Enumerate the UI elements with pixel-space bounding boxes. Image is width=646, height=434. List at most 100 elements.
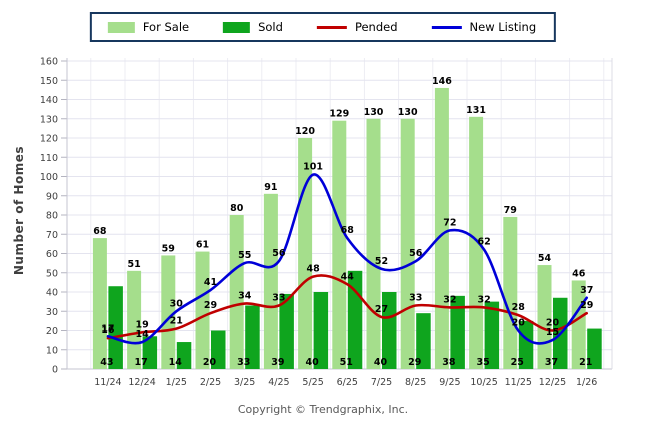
x-tick-label: 7/25: [371, 377, 392, 388]
for-sale-bar: [195, 251, 210, 369]
pended-value-label: 33: [409, 292, 422, 303]
for-sale-bar: [298, 138, 313, 369]
sold-value-label: 33: [237, 357, 250, 368]
pended-value-label: 28: [512, 302, 526, 313]
pended-value-label: 33: [272, 292, 285, 303]
y-tick-label: 40: [46, 288, 58, 299]
sold-value-label: 17: [134, 357, 147, 368]
new-listing-value-label: 56: [409, 248, 423, 259]
bars: [92, 87, 602, 369]
new-listing-value-label: 62: [477, 237, 490, 248]
sold-value-label: 43: [100, 357, 113, 368]
x-tick-label: 5/25: [302, 377, 323, 388]
for-sale-bar: [92, 238, 107, 369]
new-listing-value-label: 68: [341, 225, 355, 236]
sold-bar: [108, 286, 123, 369]
x-tick-label: 12/25: [539, 377, 566, 388]
sold-bar: [450, 295, 465, 369]
sold-value-label: 21: [579, 357, 592, 368]
legend-label-sold: Sold: [258, 20, 283, 34]
sold-bar: [245, 305, 260, 369]
y-tick-label: 30: [46, 307, 58, 318]
y-tick-label: 80: [46, 211, 58, 222]
legend-label-pended: Pended: [354, 20, 398, 34]
sold-value-label: 40: [374, 357, 388, 368]
x-tick-label: 3/25: [234, 377, 255, 388]
x-tick-label: 4/25: [268, 377, 289, 388]
sold-bar: [382, 292, 397, 369]
y-tick-label: 70: [46, 230, 58, 241]
new-listing-line: [106, 173, 588, 345]
x-tick-label: 8/25: [405, 377, 426, 388]
legend-item-new-listing: New Listing: [431, 20, 537, 34]
new-listing-value-label: 15: [546, 327, 559, 338]
for-sale-value-label: 131: [466, 105, 486, 116]
for-sale-value-label: 120: [295, 126, 315, 137]
pended-value-label: 34: [238, 291, 252, 302]
for-sale-value-label: 130: [398, 107, 418, 118]
for-sale-value-label: 51: [127, 259, 140, 270]
y-tick-label: 100: [40, 172, 58, 183]
for-sale-bar: [434, 87, 449, 369]
for-sale-value-label: 59: [162, 243, 175, 254]
x-tick-label: 12/24: [128, 377, 155, 388]
for-sale-value-label: 129: [329, 109, 349, 120]
x-tick-label: 2/25: [200, 377, 221, 388]
new-listing-value-label: 52: [375, 256, 388, 267]
sold-value-label: 20: [203, 357, 217, 368]
sold-value-label: 25: [511, 357, 524, 368]
copyright-text: Copyright © Trendgraphix, Inc.: [237, 403, 409, 416]
sold-swatch-icon: [223, 21, 251, 33]
pended-value-label: 32: [477, 294, 490, 305]
pended-value-label: 27: [375, 304, 388, 315]
x-tick-label: 1/26: [576, 377, 597, 388]
sold-value-label: 35: [476, 357, 489, 368]
pended-value-label: 29: [204, 300, 217, 311]
new-listing-value-label: 20: [512, 318, 526, 329]
for-sale-value-label: 79: [504, 205, 517, 216]
sold-bar: [416, 313, 431, 369]
lines: [106, 173, 588, 345]
sold-value-label: 40: [305, 357, 319, 368]
sold-bar: [484, 301, 500, 369]
y-tick-label: 20: [46, 326, 58, 337]
x-tick-label: 1/25: [166, 377, 187, 388]
sold-value-label: 37: [545, 357, 558, 368]
for-sale-bar: [127, 270, 142, 369]
for-sale-value-label: 46: [572, 268, 586, 279]
legend-label-for-sale: For Sale: [142, 20, 190, 34]
y-tick-label: 90: [46, 191, 58, 202]
for-sale-value-label: 80: [230, 203, 244, 214]
legend-item-sold: Sold: [223, 20, 283, 34]
y-tick-label: 140: [40, 95, 58, 106]
y-tick-label: 150: [40, 76, 58, 87]
x-tick-label: 9/25: [439, 377, 460, 388]
for-sale-bar: [400, 118, 415, 369]
axis-labels: 0 10 20 30 40 50 60 70 80 90 100 110 120 130 140 150 160…: [40, 57, 598, 389]
legend-label-new-listing: New Listing: [469, 20, 537, 34]
y-tick-label: 0: [52, 365, 58, 376]
new-listing-value-label: 37: [580, 285, 593, 296]
for-sale-bar: [503, 216, 518, 369]
pended-value-label: 19: [135, 319, 148, 330]
for-sale-value-label: 130: [364, 107, 384, 118]
sold-value-label: 14: [169, 357, 183, 368]
pended-value-label: 48: [306, 264, 320, 275]
for-sale-value-label: 68: [93, 226, 107, 237]
x-tick-label: 11/24: [94, 377, 121, 388]
new-listing-value-label: 101: [303, 162, 323, 173]
pended-value-label: 20: [546, 318, 560, 329]
for-sale-value-label: 146: [432, 76, 452, 87]
sold-bar: [142, 336, 158, 369]
new-listing-value-label: 41: [204, 277, 217, 288]
new-listing-value-label: 56: [272, 248, 286, 259]
pended-value-label: 16: [101, 325, 115, 336]
sold-value-label: 39: [271, 357, 284, 368]
y-tick-label: 130: [40, 114, 58, 125]
y-tick-label: 110: [40, 153, 58, 164]
new-listing-value-label: 17: [101, 323, 114, 334]
sold-bar: [518, 320, 534, 369]
y-tick-label: 50: [46, 268, 58, 279]
